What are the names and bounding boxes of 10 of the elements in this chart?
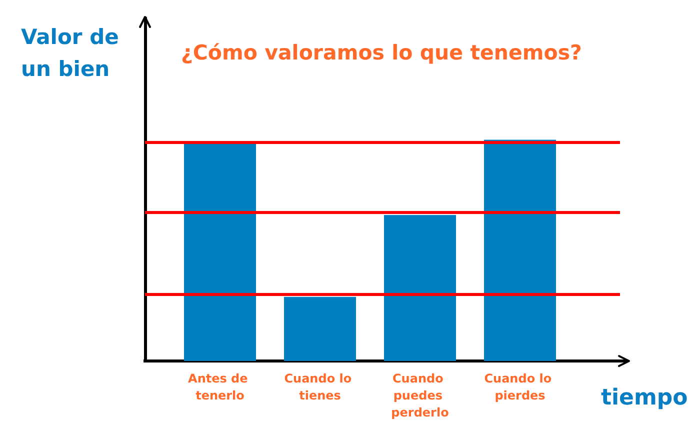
- y-axis-title: Valor de un bien: [21, 25, 126, 81]
- x-tick-label: Cuando puedes perderlo: [391, 372, 449, 420]
- bar: [384, 214, 456, 361]
- bar: [484, 140, 556, 361]
- x-tick-label: Cuando lo tienes: [284, 372, 356, 402]
- x-tick-label: Cuando lo pierdes: [484, 372, 556, 402]
- bar: [284, 296, 356, 361]
- x-axis-title: tiempo: [601, 386, 688, 410]
- x-tick-label: Antes de tenerlo: [188, 372, 252, 402]
- chart-title: ¿Cómo valoramos lo que tenemos?: [181, 40, 582, 64]
